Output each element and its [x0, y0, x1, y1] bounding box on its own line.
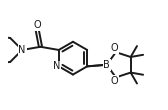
- Text: N: N: [18, 45, 26, 55]
- Text: B: B: [103, 60, 110, 70]
- Text: O: O: [33, 20, 41, 30]
- Text: O: O: [111, 43, 118, 53]
- Text: N: N: [53, 61, 60, 71]
- Text: O: O: [111, 76, 118, 86]
